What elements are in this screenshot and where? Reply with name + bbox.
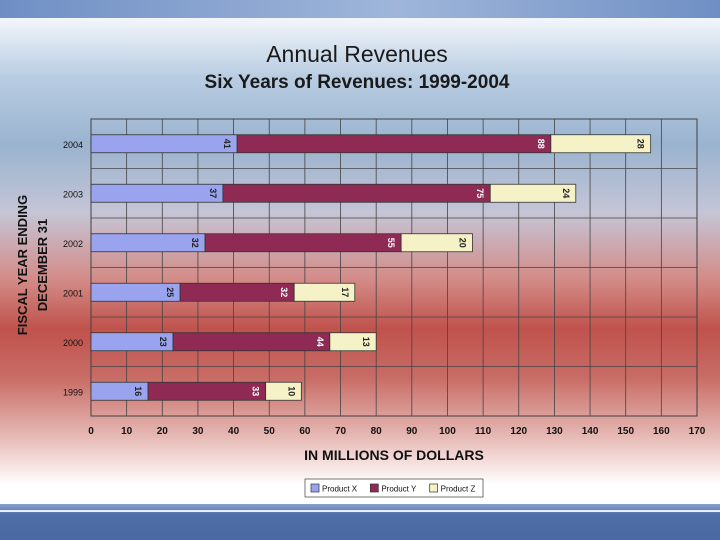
x-tick-label: 70 [335, 426, 347, 437]
x-tick-label: 140 [582, 426, 599, 437]
y-axis-label: FISCAL YEAR ENDING DECEMBER 31 [15, 195, 50, 335]
legend: Product X Product Y Product Z [304, 478, 484, 498]
bar-segment [147, 381, 267, 401]
x-tick-label: 110 [475, 426, 492, 437]
bar-segment [90, 233, 206, 253]
x-tick-label: 90 [406, 426, 418, 437]
data-label: 17 [340, 287, 350, 297]
legend-box [304, 478, 484, 498]
bar-segment [172, 332, 331, 352]
chart-subtitle: Six Years of Revenues: 1999-2004 [205, 72, 510, 93]
legend-label: Product Y [381, 485, 417, 494]
x-tick-label: 40 [228, 426, 240, 437]
x-tick-label: 170 [689, 426, 706, 437]
legend-swatch [369, 483, 379, 493]
bar-segment [90, 183, 224, 203]
data-label: 32 [279, 287, 289, 297]
bar-segment [222, 183, 491, 203]
x-tick-label: 80 [371, 426, 383, 437]
x-tick-label: 100 [439, 426, 456, 437]
bar-segment [204, 233, 402, 253]
category-label: 2004 [63, 140, 83, 150]
x-tick-label: 50 [264, 426, 276, 437]
x-tick-label: 60 [299, 426, 311, 437]
data-label: 55 [386, 238, 396, 248]
data-label: 24 [561, 188, 571, 198]
x-tick-label: 10 [121, 426, 133, 437]
data-label: 44 [315, 337, 325, 347]
category-label: 2002 [63, 239, 83, 249]
bar-segment [293, 282, 356, 302]
legend-label: Product X [322, 485, 358, 494]
category-label: 2001 [63, 288, 83, 298]
category-label: 1999 [63, 387, 83, 397]
slide-background [0, 18, 720, 504]
bar-segment [329, 332, 377, 352]
y-axis-label-line-1: FISCAL YEAR ENDING [15, 195, 30, 335]
x-tick-label: 30 [192, 426, 204, 437]
x-tick-label: 120 [510, 426, 527, 437]
bar-segment [550, 134, 652, 154]
x-tick-label: 150 [617, 426, 634, 437]
x-tick-labels: 0 10 20 30 40 50 60 70 80 90 100 110 120 130 140 150 160… [88, 426, 706, 437]
data-label: 16 [133, 386, 143, 396]
bar-segment [90, 134, 238, 154]
bar-segment [400, 233, 473, 253]
data-label: 13 [361, 337, 371, 347]
data-label: 33 [251, 386, 261, 396]
plot-grid [90, 118, 698, 417]
bottom-bar [0, 504, 720, 540]
data-label: 41 [222, 139, 232, 149]
bar-segment [179, 282, 295, 302]
x-tick-label: 130 [546, 426, 563, 437]
legend-swatch [310, 483, 320, 493]
y-axis-label-line-2: DECEMBER 31 [35, 219, 50, 311]
category-label: 2000 [63, 338, 83, 348]
x-axis-label: IN MILLIONS OF DOLLARS [304, 447, 484, 463]
bar-segment [265, 381, 302, 401]
bar-segment [236, 134, 552, 154]
data-label: 32 [190, 238, 200, 248]
x-tick-label: 0 [88, 426, 94, 437]
category-label: 2003 [63, 189, 83, 199]
year-labels: 1999 2000 2001 2002 2003 2004 [63, 140, 83, 398]
bar-segment [489, 183, 577, 203]
bottom-bar-line [0, 510, 720, 512]
data-label: 10 [286, 386, 296, 396]
top-strip [0, 0, 720, 18]
x-tick-label: 160 [653, 426, 670, 437]
x-tick-label: 20 [157, 426, 169, 437]
bars-layer: 16 33 10 23 44 13 25 32 17 32 55 20 37 75 24 41 88 28 [90, 134, 652, 401]
legend-label: Product Z [441, 485, 476, 494]
data-label: 25 [165, 287, 175, 297]
data-label: 28 [636, 139, 646, 149]
data-label: 23 [158, 337, 168, 347]
data-label: 37 [208, 188, 218, 198]
data-label: 20 [457, 238, 467, 248]
chart-title: Annual Revenues [266, 41, 448, 67]
legend-swatch [429, 483, 439, 493]
data-label: 88 [536, 139, 546, 149]
data-label: 75 [475, 188, 485, 198]
